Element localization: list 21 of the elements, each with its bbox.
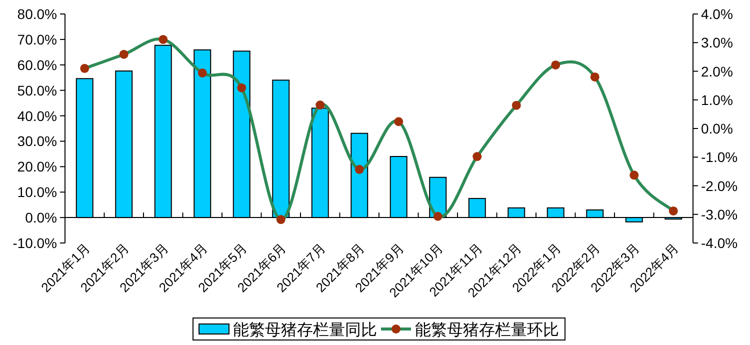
y2-tick-label: 2.0%	[701, 63, 733, 80]
y2-tick-label: 0.0%	[701, 120, 733, 136]
y-tick-label: 10.0%	[17, 184, 57, 200]
y2-tick-label: 4.0%	[701, 6, 733, 22]
y-tick-label: 30.0%	[17, 133, 57, 150]
y2-tick-label: -4.0%	[701, 235, 738, 251]
y-tick-label: 0.0%	[25, 210, 57, 226]
y-tick-label: 70.0%	[17, 31, 57, 48]
y-tick-label: -10.0%	[12, 235, 57, 251]
y-tick-label: 80.0%	[17, 6, 57, 22]
y2-tick-label: 1.0%	[701, 92, 733, 108]
y2-tick-label: -2.0%	[701, 178, 738, 194]
y-tick-label: 40.0%	[17, 108, 57, 124]
y2-tick-label: -3.0%	[701, 206, 738, 222]
y2-tick-label: 3.0%	[701, 34, 733, 51]
y-tick-label: 60.0%	[17, 56, 57, 73]
legend-label: 能繁母猪存栏量环比	[415, 321, 559, 339]
legend-label: 能繁母猪存栏量同比	[233, 321, 377, 339]
y-tick-label: 20.0%	[17, 158, 57, 175]
y-tick-label: 50.0%	[17, 82, 57, 98]
y2-tick-label: -1.0%	[701, 149, 738, 166]
